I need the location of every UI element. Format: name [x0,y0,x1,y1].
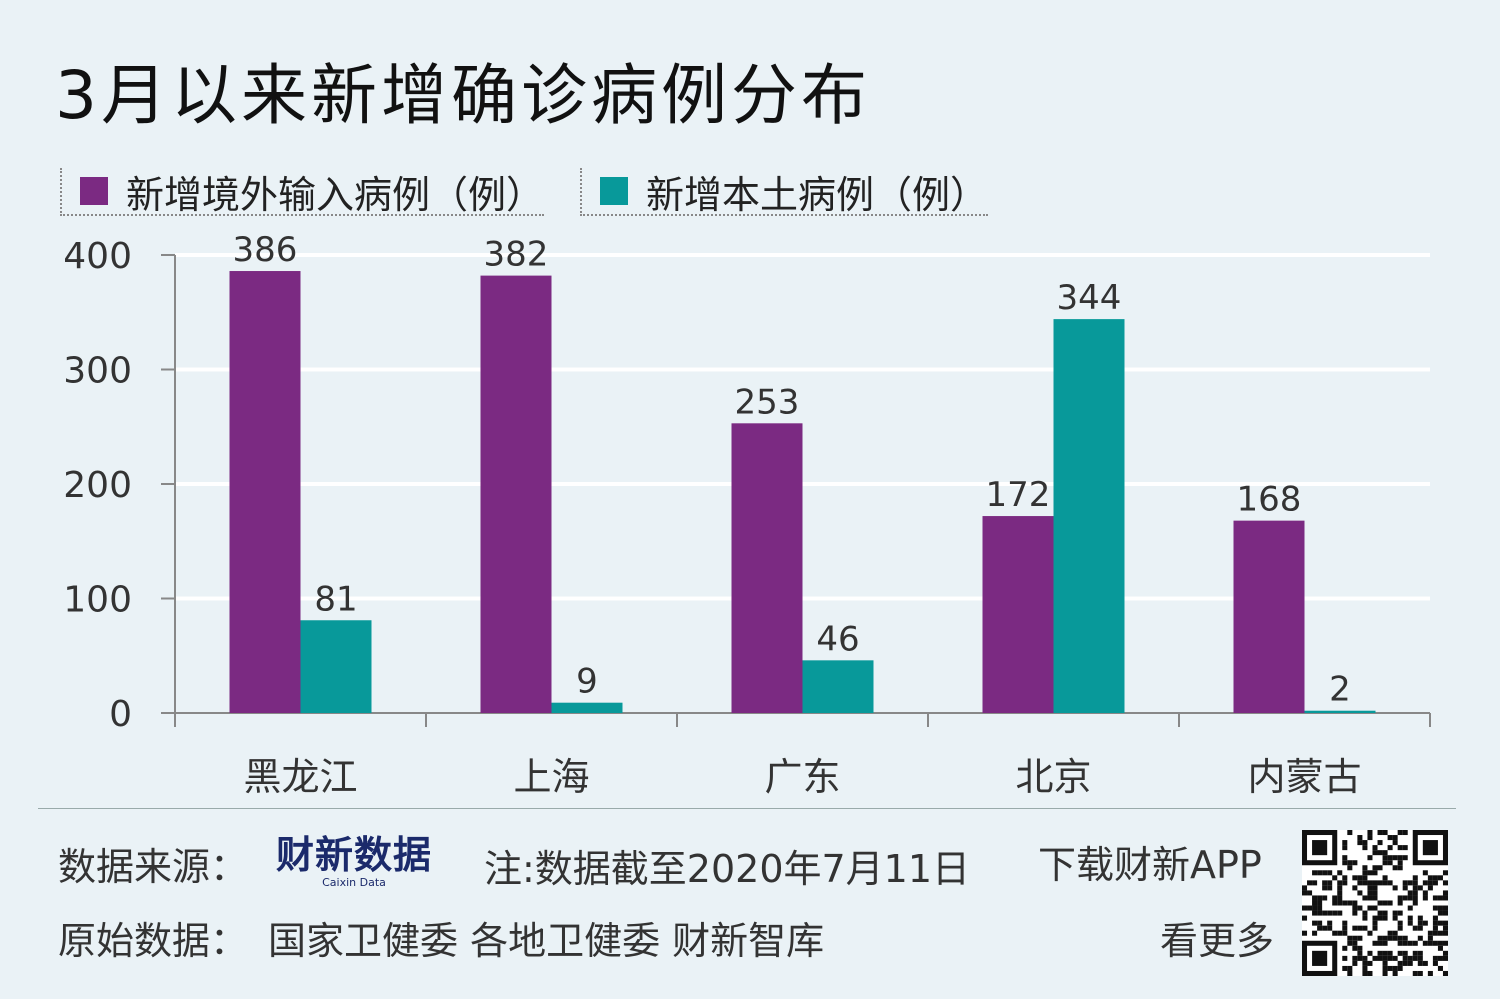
footer-divider [38,808,1456,809]
data-label: 382 [484,235,549,275]
legend-label-local: 新增本土病例（例） [646,172,989,217]
source-label: 数据来源： [58,845,249,889]
bar-imported [731,423,803,713]
see-more-text: 看更多 [1160,919,1275,963]
data-label: 2 [1329,670,1351,710]
x-tick-label: 上海 [513,755,589,799]
qr-code-icon[interactable] [1302,830,1448,976]
legend-swatch-local [600,177,629,205]
logo-subtext: Caixin Data [322,876,386,889]
y-tick-label: 0 [109,694,132,735]
bar-local [300,620,372,713]
x-tick-label: 内蒙古 [1247,755,1361,799]
bar-local [1053,319,1125,713]
bar-imported [480,275,552,713]
y-tick-label: 200 [63,465,132,506]
y-tick-label: 100 [63,580,132,621]
legend: 新增境外输入病例（例） 新增本土病例（例） [60,168,1024,217]
data-label: 81 [314,579,357,619]
legend-label-imported: 新增境外输入病例（例） [126,172,545,217]
bar-imported [1233,520,1305,713]
data-label: 386 [233,230,298,270]
x-tick-label: 北京 [1015,755,1091,799]
y-tick-label: 400 [63,236,132,277]
bar-local [1304,710,1376,713]
bar-imported [229,271,301,713]
data-label: 172 [986,475,1051,515]
bar-imported [982,516,1054,713]
data-label: 253 [735,382,800,422]
x-tick-label: 黑龙江 [243,755,357,799]
data-label: 46 [816,619,859,659]
legend-swatch-imported [80,177,108,205]
bar-local [802,660,874,713]
bar-chart: 0 100 200 300 400 386 81 黑龙江 382 9 上海 253 46 广东 172 344… [63,230,1431,799]
x-tick-label: 广东 [764,755,840,799]
caixin-data-logo: 财新数据 Caixin Data [276,834,432,890]
data-label: 168 [1237,480,1302,520]
legend-item-imported: 新增境外输入病例（例） [60,168,545,217]
data-note: 注:数据截至2020年7月11日 [484,847,971,891]
data-label: 344 [1057,278,1122,318]
raw-data-label: 原始数据： [58,919,249,963]
y-tick-label: 300 [63,351,132,392]
data-label: 9 [576,662,598,702]
raw-data-sources: 国家卫健委 各地卫健委 财新智库 [268,919,825,963]
logo-text: 财新数据 [276,833,433,877]
download-app-text: 下载财新APP [1038,843,1262,887]
legend-item-local: 新增本土病例（例） [580,168,989,217]
bar-local [551,702,623,713]
chart-title: 3月以来新增确诊病例分布 [55,57,871,134]
